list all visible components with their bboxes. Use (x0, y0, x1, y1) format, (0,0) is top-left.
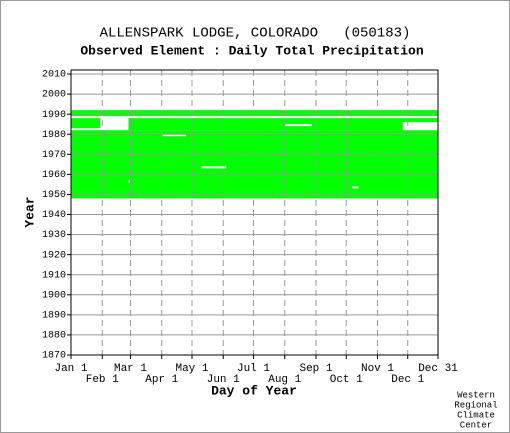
credit: Western (457, 390, 495, 400)
x-tick-label: Oct 1 (330, 374, 363, 386)
credit: Center (460, 420, 492, 430)
y-tick-label: 1870 (42, 351, 66, 362)
y-tick-label: 2000 (42, 90, 66, 101)
x-tick-label: Dec 1 (391, 374, 424, 386)
y-tick-label: 1890 (42, 310, 66, 321)
y-tick-label: 1900 (42, 290, 66, 301)
gap-block (402, 122, 438, 131)
y-tick-label: 1880 (42, 331, 66, 342)
x-tick-label: Mar 1 (114, 363, 147, 375)
y-tick-label: 1930 (42, 230, 66, 241)
gap-block (128, 180, 131, 183)
coverage-block (71, 130, 438, 199)
x-tick-label: Jun 1 (207, 374, 240, 386)
gap-block (162, 134, 186, 137)
gap-block (201, 166, 227, 169)
y-tick-label: 1910 (42, 270, 66, 281)
chart-subtitle: Observed Element : Daily Total Precipita… (80, 43, 423, 58)
coverage-block (71, 118, 101, 129)
y-tick-label: 1950 (42, 190, 66, 201)
x-axis-label: Day of Year (211, 383, 297, 398)
x-tick-label: Jan 1 (54, 363, 87, 375)
y-axis-label: Year (22, 196, 37, 227)
credit: Climate (457, 410, 495, 420)
gap-block (284, 124, 312, 127)
x-tick-label: Feb 1 (86, 374, 119, 386)
x-tick-label: Dec 31 (418, 363, 458, 375)
gap-block (352, 186, 359, 189)
x-tick-label: Sep 1 (299, 363, 332, 375)
coverage-block (71, 110, 438, 117)
x-tick-label: Nov 1 (361, 363, 394, 375)
chart-title: ALLENSPARK LODGE, COLORADO (050183) (100, 26, 411, 42)
x-tick-label: Apr 1 (145, 374, 178, 386)
credit: Regional (454, 400, 497, 410)
x-tick-label: Aug 1 (268, 374, 301, 386)
y-tick-label: 1970 (42, 150, 66, 161)
y-tick-label: 1980 (42, 130, 66, 141)
y-tick-label: 1940 (42, 210, 66, 221)
y-tick-label: 1960 (42, 170, 66, 181)
coverage-block (128, 118, 438, 131)
x-tick-label: May 1 (175, 363, 208, 375)
x-tick-label: Jul 1 (237, 363, 270, 375)
y-tick-label: 1920 (42, 250, 66, 261)
plot-border (70, 69, 439, 356)
y-tick-label: 1990 (42, 110, 66, 121)
y-tick-label: 2010 (42, 70, 66, 81)
